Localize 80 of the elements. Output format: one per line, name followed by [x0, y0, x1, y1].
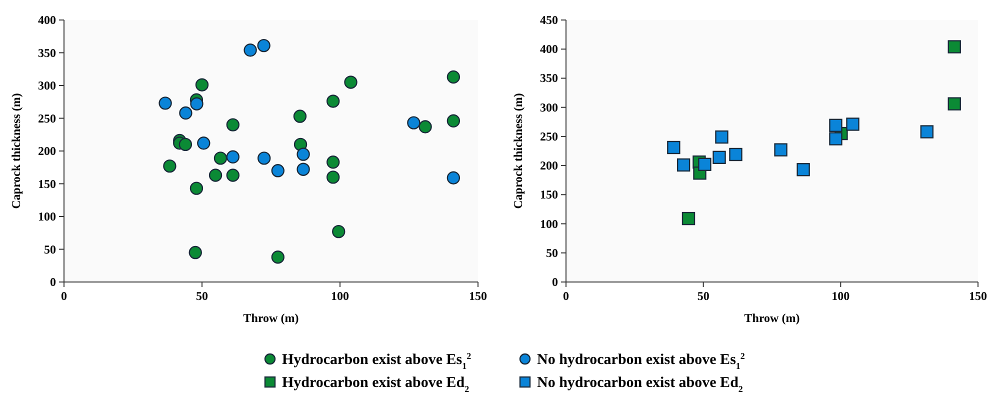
y-tick-label: 350 — [38, 46, 56, 60]
y-tick-label: 150 — [540, 188, 558, 202]
point — [296, 162, 310, 176]
point — [729, 148, 742, 162]
legend-label: Hydrocarbon exist above Ed$_{2}$ — [282, 375, 470, 394]
y-tick-label: 0 — [552, 275, 558, 289]
point — [948, 97, 961, 110]
legend-label: No hydrocarbon exist above Ed$_{2}$ — [537, 375, 744, 394]
x-tick-label: 100 — [832, 289, 850, 303]
x-tick-label: 100 — [331, 289, 349, 303]
y-tick-label: 450 — [540, 13, 558, 27]
point — [197, 136, 210, 150]
x-axis-title: Throw (m) — [243, 311, 299, 325]
y-tick-label: 400 — [38, 13, 56, 27]
point — [190, 182, 204, 195]
point — [244, 44, 257, 57]
y-tick-label: 50 — [546, 246, 558, 260]
y-tick-label: 100 — [38, 210, 56, 224]
x-tick-label: 150 — [469, 289, 487, 303]
point — [676, 158, 690, 172]
y-tick-label: 300 — [38, 78, 56, 92]
y-tick-label: 100 — [540, 216, 558, 231]
point — [344, 76, 358, 89]
point — [257, 38, 270, 52]
point — [214, 152, 228, 165]
y-tick-label: 250 — [38, 111, 56, 126]
y-axis-title: Caprock thickness (m) — [511, 93, 525, 209]
y-tick-label: 350 — [540, 71, 558, 86]
point — [226, 118, 240, 132]
point — [179, 106, 192, 120]
point — [774, 143, 788, 156]
point — [846, 118, 860, 131]
point — [682, 212, 696, 226]
point — [948, 40, 961, 54]
point — [226, 168, 240, 182]
point — [446, 70, 460, 84]
x-tick-label: 150 — [969, 289, 987, 303]
y-tick-label: 200 — [540, 158, 558, 173]
point — [446, 114, 460, 128]
point — [190, 97, 204, 110]
point — [178, 138, 192, 152]
point — [258, 152, 271, 165]
x-axis-title: Throw (m) — [744, 311, 800, 325]
y-tick-label: 200 — [38, 144, 56, 158]
y-tick-label: 150 — [38, 176, 56, 191]
point — [226, 150, 240, 164]
point — [418, 120, 432, 134]
y-tick-label: 400 — [540, 42, 558, 56]
y-tick-label: 300 — [540, 100, 558, 114]
point — [296, 148, 310, 161]
point — [163, 159, 176, 173]
point — [326, 170, 340, 184]
point — [326, 94, 340, 108]
point — [829, 118, 842, 132]
point — [195, 78, 209, 92]
x-tick-label: 0 — [61, 289, 67, 303]
point — [920, 125, 934, 138]
point — [796, 163, 810, 176]
point — [332, 224, 346, 238]
point — [829, 132, 842, 146]
point — [407, 116, 420, 130]
point — [446, 171, 460, 184]
y-tick-label: 0 — [50, 275, 56, 289]
point — [188, 246, 202, 260]
point — [293, 110, 307, 123]
point — [698, 158, 712, 171]
point — [208, 168, 222, 182]
point — [158, 96, 172, 110]
x-tick-label: 0 — [563, 289, 569, 303]
x-tick-label: 50 — [196, 289, 208, 303]
point — [271, 250, 284, 264]
point — [712, 150, 726, 164]
y-axis-title: Caprock thickness (m) — [9, 93, 23, 209]
y-tick-label: 250 — [540, 129, 558, 144]
point — [715, 130, 728, 144]
point — [326, 156, 340, 169]
x-tick-label: 50 — [697, 289, 710, 303]
y-tick-label: 50 — [44, 242, 56, 256]
point — [271, 164, 284, 178]
point — [667, 140, 680, 154]
